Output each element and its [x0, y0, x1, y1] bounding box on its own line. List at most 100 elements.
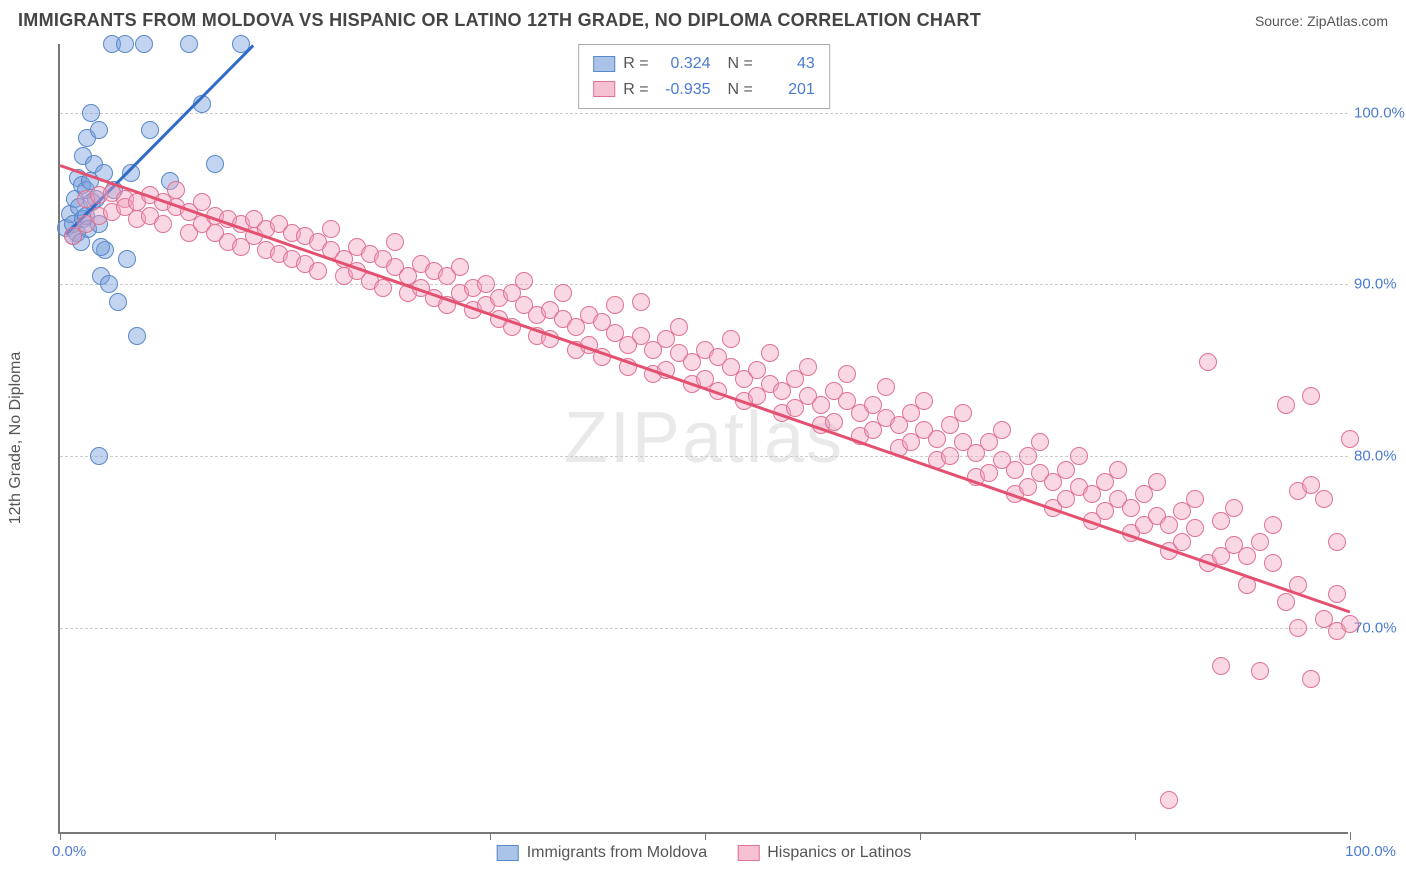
data-point-moldova: [109, 293, 127, 311]
data-point-moldova: [100, 275, 118, 293]
data-point-moldova: [135, 35, 153, 53]
x-axis-max-label: 100.0%: [1345, 843, 1396, 860]
data-point-moldova: [118, 250, 136, 268]
data-point-hispanic: [1302, 670, 1320, 688]
data-point-moldova: [90, 447, 108, 465]
x-tick: [1135, 832, 1136, 840]
legend-row-hispanic: R = -0.935 N = 201: [593, 77, 815, 103]
data-point-hispanic: [1264, 516, 1282, 534]
data-point-hispanic: [928, 430, 946, 448]
trend-line-hispanic: [60, 164, 1351, 613]
data-point-moldova: [90, 121, 108, 139]
data-point-hispanic: [1122, 499, 1140, 517]
data-point-moldova: [116, 35, 134, 53]
data-point-hispanic: [670, 318, 688, 336]
data-point-hispanic: [1328, 533, 1346, 551]
data-point-hispanic: [1186, 519, 1204, 537]
y-tick-label: 90.0%: [1354, 276, 1406, 293]
data-point-hispanic: [606, 296, 624, 314]
y-tick-label: 80.0%: [1354, 448, 1406, 465]
scatter-chart: ZIPatlas 12th Grade, No Diploma 0.0% 100…: [58, 44, 1348, 834]
data-point-hispanic: [1302, 387, 1320, 405]
data-point-hispanic: [632, 293, 650, 311]
swatch-hispanic: [593, 81, 615, 97]
data-point-hispanic: [1070, 447, 1088, 465]
data-point-hispanic: [1199, 353, 1217, 371]
swatch-hispanic-bottom: [737, 845, 759, 861]
y-tick-label: 100.0%: [1354, 104, 1406, 121]
data-point-moldova: [128, 327, 146, 345]
data-point-moldova: [92, 238, 110, 256]
data-point-hispanic: [1251, 662, 1269, 680]
data-point-hispanic: [915, 392, 933, 410]
legend-item-hispanic: Hispanics or Latinos: [737, 844, 911, 862]
x-tick: [490, 832, 491, 840]
chart-source: Source: ZipAtlas.com: [1255, 13, 1388, 29]
data-point-hispanic: [825, 413, 843, 431]
data-point-hispanic: [1264, 554, 1282, 572]
data-point-moldova: [141, 121, 159, 139]
data-point-hispanic: [554, 284, 572, 302]
data-point-hispanic: [1160, 516, 1178, 534]
data-point-hispanic: [1212, 512, 1230, 530]
legend-row-moldova: R = 0.324 N = 43: [593, 51, 815, 77]
data-point-hispanic: [1160, 791, 1178, 809]
data-point-hispanic: [1302, 476, 1320, 494]
gridline: [60, 456, 1348, 457]
data-point-hispanic: [838, 365, 856, 383]
data-point-hispanic: [1289, 619, 1307, 637]
data-point-hispanic: [1148, 473, 1166, 491]
swatch-moldova: [593, 56, 615, 72]
data-point-hispanic: [1341, 430, 1359, 448]
data-point-hispanic: [309, 262, 327, 280]
chart-title: IMMIGRANTS FROM MOLDOVA VS HISPANIC OR L…: [18, 10, 981, 31]
y-tick-label: 70.0%: [1354, 619, 1406, 636]
correlation-legend: R = 0.324 N = 43 R = -0.935 N = 201: [578, 44, 830, 109]
data-point-hispanic: [451, 258, 469, 276]
data-point-hispanic: [374, 279, 392, 297]
data-point-moldova: [180, 35, 198, 53]
data-point-hispanic: [1225, 499, 1243, 517]
data-point-hispanic: [799, 358, 817, 376]
data-point-hispanic: [322, 220, 340, 238]
data-point-hispanic: [812, 396, 830, 414]
data-point-hispanic: [154, 215, 172, 233]
data-point-hispanic: [386, 233, 404, 251]
data-point-hispanic: [1238, 547, 1256, 565]
x-tick: [1350, 832, 1351, 840]
data-point-hispanic: [1277, 396, 1295, 414]
chart-header: IMMIGRANTS FROM MOLDOVA VS HISPANIC OR L…: [0, 0, 1406, 37]
data-point-hispanic: [515, 272, 533, 290]
swatch-moldova-bottom: [497, 845, 519, 861]
data-point-hispanic: [941, 447, 959, 465]
data-point-hispanic: [1006, 461, 1024, 479]
data-point-hispanic: [993, 421, 1011, 439]
data-point-hispanic: [1019, 447, 1037, 465]
data-point-hispanic: [1057, 461, 1075, 479]
x-tick: [705, 832, 706, 840]
data-point-hispanic: [1019, 478, 1037, 496]
y-axis-title: 12th Grade, No Diploma: [7, 352, 25, 525]
data-point-hispanic: [722, 330, 740, 348]
data-point-hispanic: [954, 404, 972, 422]
data-point-hispanic: [1173, 533, 1191, 551]
data-point-hispanic: [1315, 490, 1333, 508]
legend-item-moldova: Immigrants from Moldova: [497, 844, 708, 862]
gridline: [60, 113, 1348, 114]
series-legend: Immigrants from Moldova Hispanics or Lat…: [497, 844, 912, 862]
data-point-moldova: [82, 104, 100, 122]
data-point-hispanic: [877, 378, 895, 396]
data-point-hispanic: [167, 181, 185, 199]
x-axis-min-label: 0.0%: [52, 843, 86, 860]
x-tick: [275, 832, 276, 840]
x-tick: [920, 832, 921, 840]
data-point-hispanic: [980, 464, 998, 482]
data-point-hispanic: [1109, 461, 1127, 479]
gridline: [60, 628, 1348, 629]
data-point-hispanic: [1328, 585, 1346, 603]
data-point-hispanic: [1031, 433, 1049, 451]
data-point-hispanic: [1212, 657, 1230, 675]
data-point-hispanic: [1186, 490, 1204, 508]
x-tick: [60, 832, 61, 840]
data-point-hispanic: [1341, 615, 1359, 633]
